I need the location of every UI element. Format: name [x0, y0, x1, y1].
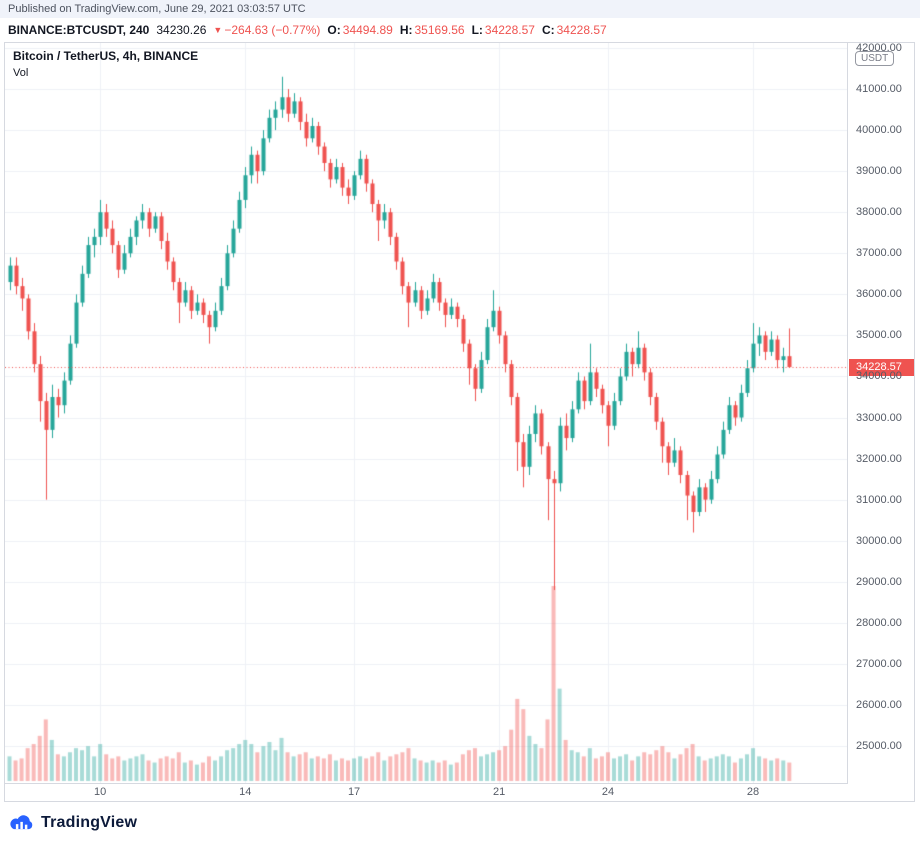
chart-legend-volume[interactable]: Vol — [13, 67, 29, 79]
price-axis-label: 35000.00 — [856, 329, 902, 342]
price-axis-label: 34000.00 — [856, 370, 902, 383]
tradingview-wordmark: TradingView — [41, 814, 138, 831]
last-price-tag: 34228.57 — [849, 359, 914, 377]
published-text: Published on TradingView.com, June 29, 2… — [8, 3, 306, 15]
price-axis-label: 33000.00 — [856, 411, 902, 424]
symbol-name: BINANCE:BTCUSDT, 240 — [8, 23, 150, 37]
price-axis-label: 29000.00 — [856, 575, 902, 588]
price-axis-label: 37000.00 — [856, 247, 902, 260]
open-label: O: — [327, 23, 341, 37]
price-axis-label: 32000.00 — [856, 452, 902, 465]
last-trade-price: 34230.26 — [156, 23, 207, 37]
open-group: O: 34494.89 — [327, 18, 392, 42]
high-group: H: 35169.56 — [400, 18, 465, 42]
down-arrow-icon: ▼ — [213, 25, 223, 35]
change-group: ▼ −264.63 (−0.77%) — [213, 18, 320, 42]
symbol-info-bar: BINANCE:BTCUSDT, 240 34230.26 ▼ −264.63 … — [0, 18, 920, 42]
price-axis-label: 25000.00 — [856, 740, 902, 753]
low-value: 34228.57 — [484, 23, 535, 37]
price-axis-label: 31000.00 — [856, 493, 902, 506]
price-axis-label: 39000.00 — [856, 165, 902, 178]
low-group: L: 34228.57 — [472, 18, 535, 42]
time-axis-label: 14 — [239, 786, 252, 798]
price-axis-label: 41000.00 — [856, 83, 902, 96]
footer-bar: TradingView — [0, 802, 920, 841]
low-label: L: — [471, 23, 483, 37]
close-label: C: — [541, 23, 555, 37]
time-axis[interactable]: 10 14 17 21 24 28 — [5, 783, 848, 801]
chart-legend-title[interactable]: Bitcoin / TetherUS, 4h, BINANCE — [13, 49, 199, 63]
close-value: 34228.57 — [556, 23, 607, 37]
price-axis-label: 26000.00 — [856, 698, 902, 711]
published-bar: Published on TradingView.com, June 29, 2… — [0, 0, 920, 18]
currency-badge: USDT — [855, 51, 895, 66]
tradingview-logo[interactable]: TradingView — [8, 814, 137, 832]
price-axis[interactable]: USDT 34228.57 42000.00 41000.00 40000.00 39… — [849, 43, 914, 783]
price-axis-label: 28000.00 — [856, 616, 902, 629]
time-axis-label: 24 — [601, 786, 615, 798]
close-group: C: 34228.57 — [542, 18, 607, 42]
high-value: 35169.56 — [414, 23, 465, 37]
price-axis-label: 36000.00 — [856, 288, 902, 301]
candlestick-canvas[interactable] — [5, 43, 847, 783]
time-axis-label: 21 — [493, 786, 506, 798]
chart-area: Bitcoin / TetherUS, 4h, BINANCE Vol USDT… — [4, 42, 915, 802]
open-value: 34494.89 — [342, 23, 393, 37]
change-value: −264.63 (−0.77%) — [224, 23, 321, 37]
price-chart-pane[interactable]: Bitcoin / TetherUS, 4h, BINANCE Vol — [5, 43, 848, 783]
price-axis-label: 27000.00 — [856, 657, 902, 670]
time-axis-label: 28 — [746, 786, 760, 798]
price-axis-label: 38000.00 — [856, 206, 902, 219]
price-axis-label: 30000.00 — [856, 534, 902, 547]
tradingview-cloud-icon — [10, 815, 33, 830]
time-axis-label: 17 — [347, 786, 361, 798]
high-label: H: — [399, 23, 413, 37]
price-axis-label: 42000.00 — [856, 43, 902, 54]
time-axis-label: 10 — [94, 786, 107, 798]
chart-legend: Bitcoin / TetherUS, 4h, BINANCE Vol — [13, 49, 198, 79]
price-axis-label: 40000.00 — [856, 124, 902, 137]
